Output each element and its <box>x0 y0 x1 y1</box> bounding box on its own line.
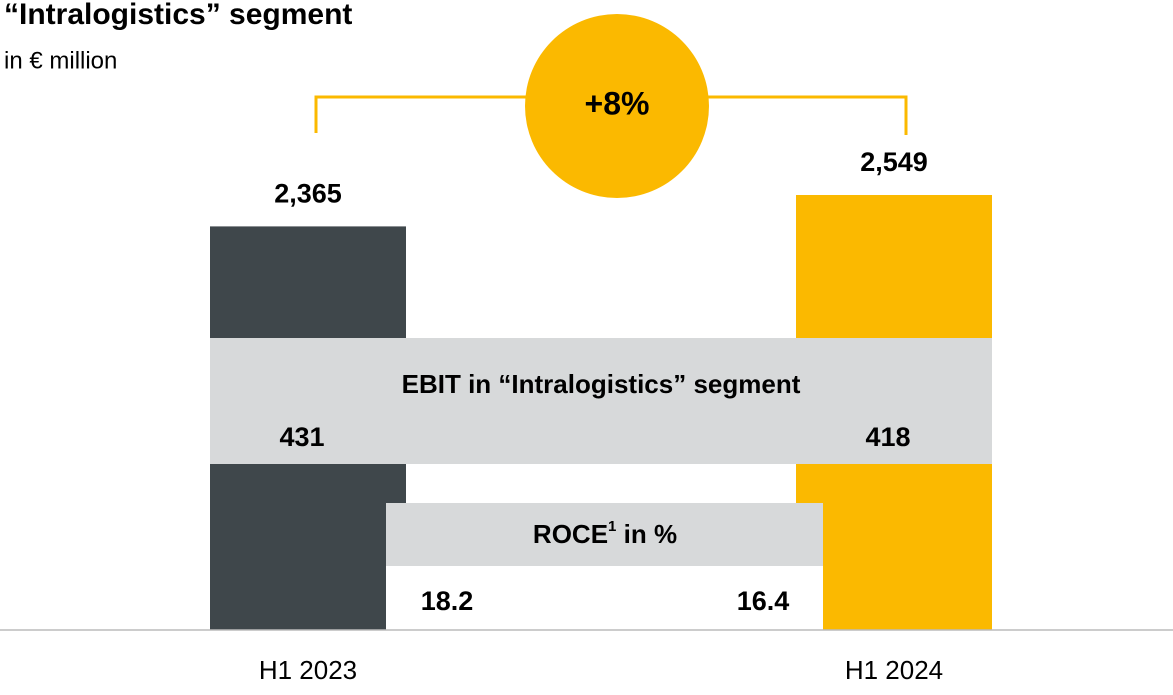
ebit-panel <box>210 338 992 464</box>
roce-value: 16.4 <box>737 586 790 616</box>
growth-bubble <box>525 14 709 198</box>
roce-name: ROCE <box>533 519 608 549</box>
roce-value: 18.2 <box>421 586 474 616</box>
roce-title: ROCE1 in % <box>533 518 677 549</box>
x-tick-label: H1 2023 <box>259 655 357 685</box>
roce-unit: in % <box>616 519 677 549</box>
chart-title: “Intralogistics” segment <box>4 0 352 31</box>
roce-header <box>386 503 823 566</box>
roce-body <box>386 566 823 630</box>
value-label: 2,365 <box>274 179 342 209</box>
ebit-value: 418 <box>865 422 910 452</box>
growth-label: +8% <box>585 85 650 121</box>
chart-subtitle: in € million <box>4 47 117 74</box>
value-label: 2,549 <box>860 147 928 177</box>
ebit-value: 431 <box>279 422 324 452</box>
ebit-title: EBIT in “Intralogistics” segment <box>402 369 801 399</box>
x-tick-label: H1 2024 <box>845 655 943 685</box>
roce-footnote: 1 <box>608 518 616 535</box>
